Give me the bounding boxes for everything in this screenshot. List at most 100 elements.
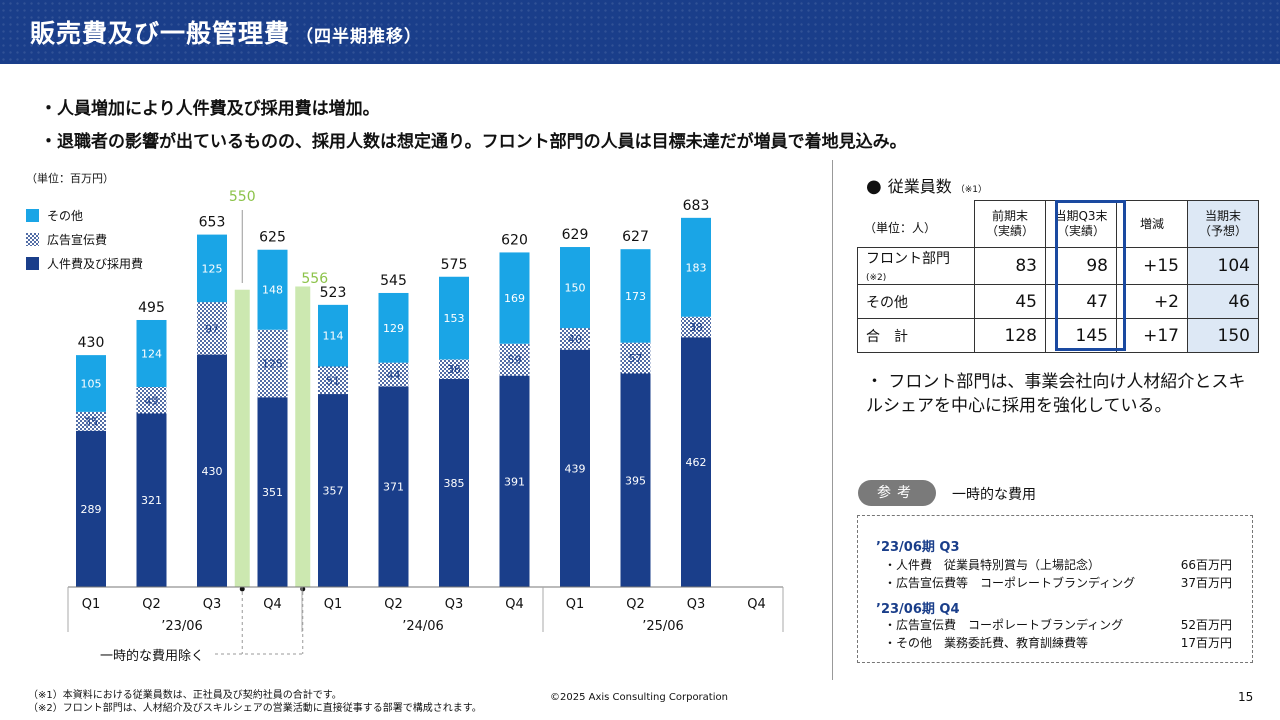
data-label: 129 — [383, 322, 404, 335]
excluded-label: 一時的な費用除く — [100, 648, 204, 664]
excluded-marker — [239, 586, 245, 592]
bar-segment-personnel — [197, 354, 227, 587]
data-label: 148 — [262, 284, 283, 297]
reference-pill: 参考 — [858, 480, 936, 506]
x-tick-label: Q1 — [566, 597, 585, 612]
bar-segment-personnel — [499, 375, 530, 587]
legend-label-other: その他 — [47, 209, 84, 223]
total-label: 575 — [441, 257, 468, 273]
col-header-forecast: 当期末 （予想） — [1187, 200, 1259, 248]
data-label: 44 — [387, 369, 401, 382]
cell: 46 — [1187, 284, 1259, 319]
bar-segment-personnel — [257, 397, 288, 587]
legend-swatch-personnel — [26, 257, 39, 270]
x-tick-label: Q3 — [445, 597, 464, 612]
bar-segment-other — [439, 276, 469, 360]
total-label: 683 — [683, 198, 710, 214]
data-label: 351 — [262, 486, 283, 499]
reference-amount: 52百万円 — [1180, 618, 1232, 632]
bar-segment-ads — [378, 362, 409, 387]
bar-segment-ads — [499, 343, 530, 376]
employees-title: ● 従業員数 （※1） — [866, 176, 988, 197]
reference-item: ・その他 業務委託費、教育訓練費等 — [884, 636, 1089, 650]
data-label: 321 — [141, 494, 162, 507]
total-label: 620 — [501, 232, 528, 248]
bar-segment-other — [197, 234, 227, 303]
bar-segment-ads — [197, 302, 227, 355]
data-label: 125 — [202, 262, 223, 275]
x-tick-label: Q4 — [505, 597, 524, 612]
bar-segment-personnel — [378, 386, 409, 587]
period-label: ’24/06 — [402, 619, 444, 634]
data-label: 57 — [629, 352, 643, 365]
col-header-prev: 前期末 （実績） — [974, 200, 1046, 248]
reference-item: ・人件費 従業員特別賞与（上場記念） — [884, 558, 1101, 572]
x-tick-label: Q3 — [203, 597, 222, 612]
reference-item: ・広告宣伝費 コーポレートブランディング — [884, 618, 1124, 632]
data-label: 38 — [689, 321, 703, 334]
bar-segment-other — [499, 252, 530, 344]
bar-segment-other — [257, 249, 288, 330]
copyright: ©2025 Axis Consulting Corporation — [550, 692, 728, 703]
reference-amount: 66百万円 — [1180, 558, 1232, 572]
legend-swatch-ads — [26, 233, 39, 246]
data-label: 395 — [625, 474, 646, 487]
table-row: 合 計 128 145 +17 150 — [857, 318, 1259, 353]
x-tick-label: Q1 — [324, 597, 343, 612]
reference-title: 一時的な費用 — [952, 487, 1036, 503]
panel-divider — [832, 160, 833, 680]
data-label: 385 — [444, 477, 465, 490]
reference-heading: ’23/06期 Q3 — [876, 540, 960, 555]
table-row: その他 45 47 +2 46 — [857, 284, 1259, 319]
data-label: 49 — [145, 394, 159, 407]
page-title: 販売費及び一般管理費 （四半期推移） — [30, 19, 423, 48]
data-label: 59 — [508, 354, 522, 367]
bar-segment-ads — [560, 328, 590, 350]
bar-segment-personnel — [439, 378, 469, 587]
data-label: 124 — [141, 348, 162, 361]
bar-segment-personnel — [136, 413, 167, 587]
data-label: 430 — [202, 465, 223, 478]
page-number: 15 — [1238, 690, 1254, 704]
data-label: 51 — [326, 374, 340, 387]
bar-segment-other — [136, 319, 167, 388]
bar-segment-ads — [318, 366, 348, 395]
total-label: 430 — [78, 335, 105, 351]
data-label: 35 — [84, 415, 98, 428]
header-bar: 販売費及び一般管理費 （四半期推移） — [0, 0, 1280, 64]
x-tick-label: Q4 — [263, 597, 282, 612]
total-label: 629 — [562, 227, 589, 243]
bar-segment-other — [76, 355, 106, 412]
reference-box: ’23/06期 Q3 ・人件費 従業員特別賞与（上場記念） 66百万円 ・広告宣… — [857, 515, 1253, 663]
legend-label-ads: 広告宣伝費 — [47, 233, 108, 247]
data-label: 357 — [323, 485, 344, 498]
bar-segment-other — [378, 292, 409, 363]
data-label: 371 — [383, 481, 404, 494]
bullet-1: ・人員増加により人件費及び採用費は増加。 — [40, 99, 380, 119]
bar-segment-ads — [681, 316, 711, 338]
total-label: 495 — [138, 300, 165, 316]
cell: +15 — [1116, 247, 1188, 285]
x-tick-label: Q3 — [687, 597, 706, 612]
footnote-1: （※1）本資料における従業員数は、正社員及び契約社員の合計です。 — [28, 690, 342, 701]
bar-segment-other — [681, 217, 711, 317]
bar-segment-other — [318, 304, 348, 367]
bar-segment-personnel — [560, 349, 590, 587]
excluded-total-label: 550 — [229, 189, 256, 205]
q3-highlight-box — [1055, 200, 1126, 351]
bar-segment-ads — [257, 329, 288, 398]
data-label: 97 — [205, 322, 219, 335]
cell: 150 — [1187, 318, 1259, 353]
reference-heading: ’23/06期 Q4 — [876, 602, 960, 617]
bar-segment-ads — [76, 411, 106, 431]
legend-item-other: その他 — [26, 207, 83, 224]
footnote-2: （※2）フロント部門は、人材紹介及びスキルシェアの営業活動に直接従事する部署で構… — [28, 703, 482, 714]
bar-segment-ads — [620, 342, 651, 374]
total-label: 625 — [259, 230, 286, 246]
bar-segment-other — [560, 247, 590, 329]
period-label: ’25/06 — [642, 619, 684, 634]
bullet-2: ・退職者の影響が出ているものの、採用人数は想定通り。フロント部門の人員は目標未達… — [40, 132, 907, 152]
col-header-change: 増減 — [1116, 200, 1188, 248]
period-label: ’23/06 — [161, 619, 203, 634]
reference-item: ・広告宣伝費等 コーポレートブランディング — [884, 576, 1136, 590]
